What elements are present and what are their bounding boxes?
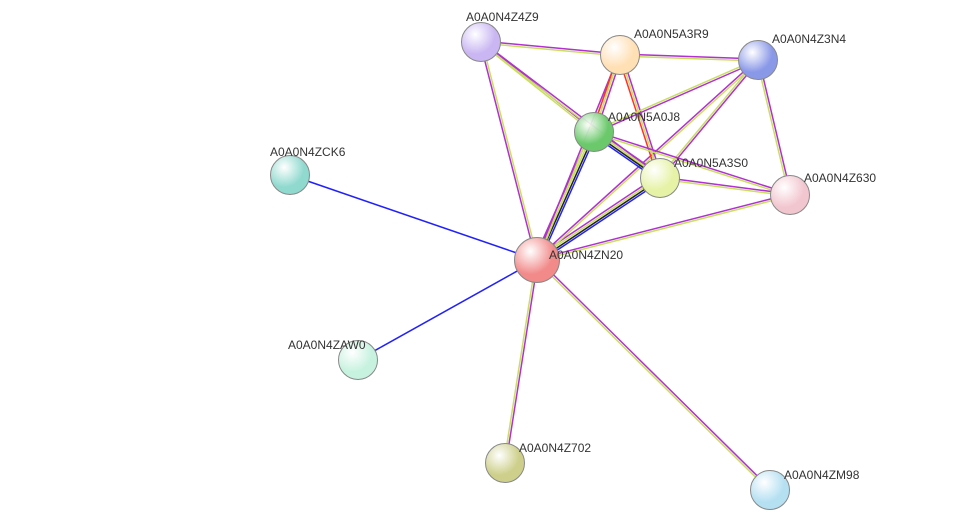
node-A0A0N5A0J8[interactable] <box>574 112 614 152</box>
edge <box>547 151 587 240</box>
edge <box>555 187 642 245</box>
edge <box>554 275 756 475</box>
edge <box>640 55 738 59</box>
node-label-A0A0N4ZN20: A0A0N4ZN20 <box>549 248 623 262</box>
edge <box>680 180 770 192</box>
edge <box>549 152 589 241</box>
node-A0A0N5A3S0[interactable] <box>640 158 680 198</box>
node-A0A0N4ZM98[interactable] <box>750 470 790 510</box>
edge <box>547 74 614 239</box>
edge <box>556 188 643 246</box>
edge <box>553 277 755 477</box>
edge <box>557 190 644 248</box>
node-label-A0A0N5A3S0: A0A0N5A3S0 <box>674 156 748 170</box>
edge <box>628 73 656 158</box>
edge <box>545 73 612 238</box>
edge <box>558 192 645 250</box>
edge <box>507 283 532 444</box>
edge <box>613 69 740 125</box>
edge <box>613 137 771 188</box>
edge <box>485 62 530 238</box>
edge <box>509 283 534 444</box>
node-label-A0A0N4Z702: A0A0N4Z702 <box>519 441 591 455</box>
node-A0A0N5A3R9[interactable] <box>600 35 640 75</box>
edge <box>487 61 532 237</box>
edge <box>600 74 613 113</box>
node-A0A0N4Z630[interactable] <box>770 175 810 215</box>
edge <box>497 54 579 119</box>
node-A0A0N4ZCK6[interactable] <box>270 155 310 195</box>
edge <box>611 143 644 166</box>
edge <box>672 75 745 162</box>
edge <box>640 57 738 61</box>
edge <box>624 75 652 160</box>
edge <box>599 73 612 112</box>
edge <box>764 79 787 175</box>
edge <box>545 150 585 239</box>
edge <box>626 74 654 159</box>
node-A0A0N4Z4Z9[interactable] <box>461 22 501 62</box>
edge <box>674 76 747 163</box>
edge <box>602 75 615 114</box>
node-label-A0A0N5A3R9: A0A0N5A3R9 <box>634 27 709 41</box>
node-A0A0N4ZAW0[interactable] <box>338 340 378 380</box>
edge <box>496 55 578 120</box>
edge <box>309 182 515 253</box>
node-A0A0N4ZN20[interactable] <box>514 237 560 283</box>
edge <box>501 45 600 54</box>
edge <box>609 146 642 169</box>
node-A0A0N4Z702[interactable] <box>485 443 525 483</box>
edge <box>612 67 739 123</box>
node-label-A0A0N4Z3N4: A0A0N4Z3N4 <box>772 32 846 46</box>
edge <box>680 182 770 194</box>
edge <box>376 271 517 350</box>
network-graph: A0A0N4ZN20A0A0N4Z4Z9A0A0N5A3R9A0A0N4Z3N4… <box>0 0 975 529</box>
edge <box>560 201 771 255</box>
node-A0A0N4Z3N4[interactable] <box>738 40 778 80</box>
edge <box>544 149 584 238</box>
edge <box>553 73 742 244</box>
edge <box>559 199 770 253</box>
edge <box>613 139 771 190</box>
node-label-A0A0N4ZM98: A0A0N4ZM98 <box>784 468 859 482</box>
node-label-A0A0N4Z630: A0A0N4Z630 <box>804 171 876 185</box>
edge <box>612 141 645 164</box>
edge <box>501 43 600 52</box>
edge <box>762 80 785 176</box>
edge-layer <box>0 0 975 529</box>
edge <box>610 144 643 167</box>
node-label-A0A0N5A0J8: A0A0N5A0J8 <box>608 110 680 124</box>
